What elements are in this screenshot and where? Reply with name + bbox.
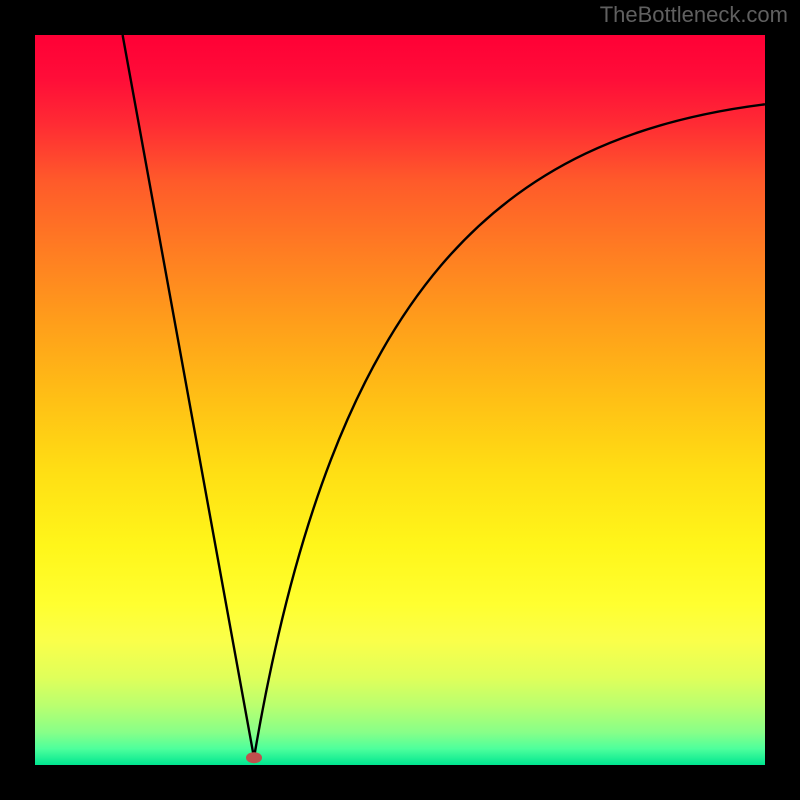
watermark-text: TheBottleneck.com: [600, 2, 788, 27]
chart-plot-area: [35, 35, 765, 765]
bottleneck-chart: TheBottleneck.com: [0, 0, 800, 800]
optimum-marker: [246, 752, 262, 763]
